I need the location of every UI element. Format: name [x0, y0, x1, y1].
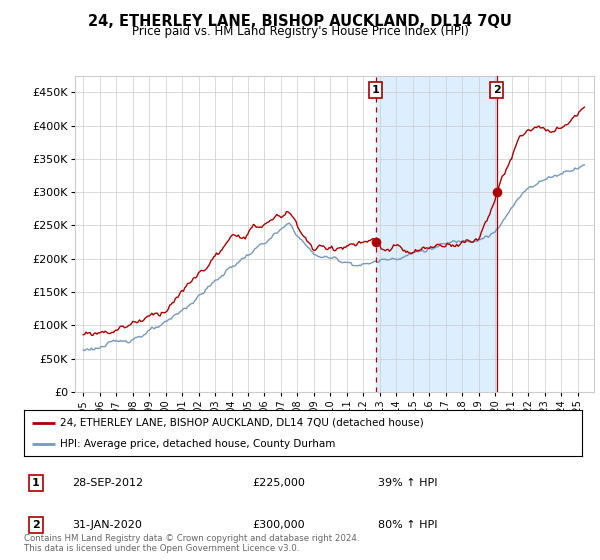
Text: 2: 2 [32, 520, 40, 530]
Text: 24, ETHERLEY LANE, BISHOP AUCKLAND, DL14 7QU: 24, ETHERLEY LANE, BISHOP AUCKLAND, DL14… [88, 14, 512, 29]
Text: 1: 1 [372, 85, 380, 95]
Text: Contains HM Land Registry data © Crown copyright and database right 2024.
This d: Contains HM Land Registry data © Crown c… [24, 534, 359, 553]
Text: 24, ETHERLEY LANE, BISHOP AUCKLAND, DL14 7QU (detached house): 24, ETHERLEY LANE, BISHOP AUCKLAND, DL14… [60, 418, 424, 428]
Text: £300,000: £300,000 [252, 520, 305, 530]
Text: 31-JAN-2020: 31-JAN-2020 [72, 520, 142, 530]
Bar [376, 76, 497, 392]
Text: 28-SEP-2012: 28-SEP-2012 [72, 478, 143, 488]
Text: 39% ↑ HPI: 39% ↑ HPI [378, 478, 437, 488]
Text: HPI: Average price, detached house, County Durham: HPI: Average price, detached house, Coun… [60, 439, 335, 449]
Text: 1: 1 [32, 478, 40, 488]
Text: 2: 2 [493, 85, 500, 95]
Text: 80% ↑ HPI: 80% ↑ HPI [378, 520, 437, 530]
Text: Price paid vs. HM Land Registry's House Price Index (HPI): Price paid vs. HM Land Registry's House … [131, 25, 469, 38]
Text: £225,000: £225,000 [252, 478, 305, 488]
